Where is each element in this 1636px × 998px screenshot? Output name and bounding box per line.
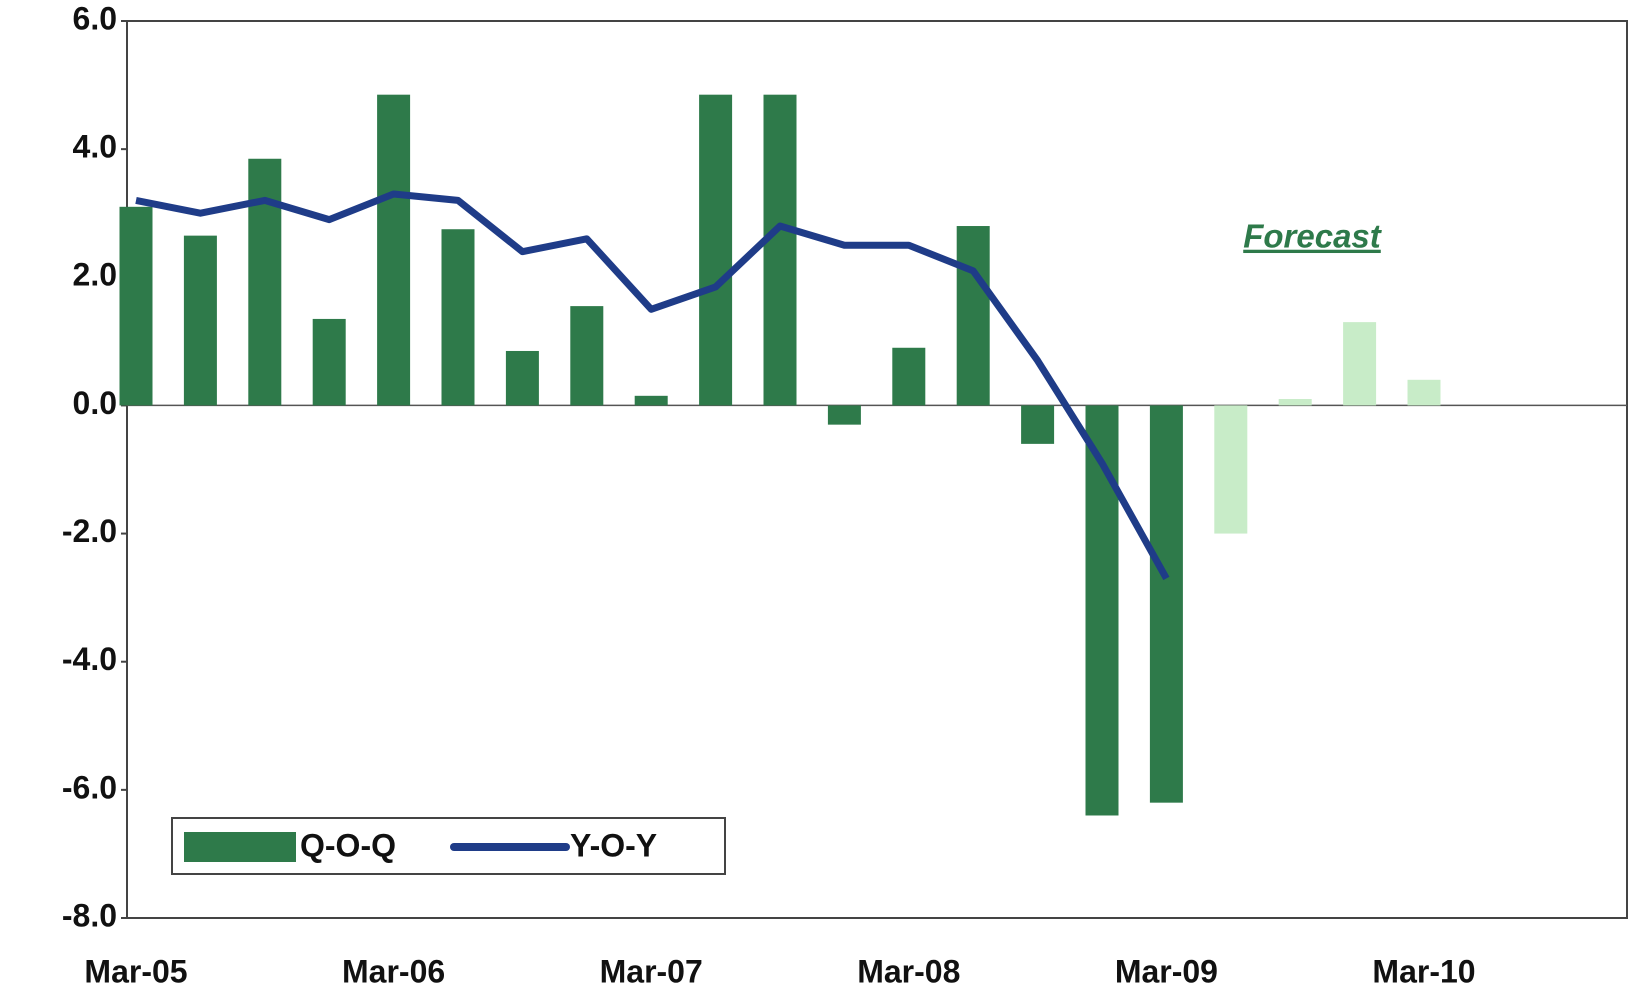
bar (1214, 405, 1248, 534)
bar (377, 94, 411, 406)
bar (248, 158, 282, 406)
bar (312, 318, 346, 406)
bar (505, 350, 539, 406)
y-tick-label: -6.0 (62, 769, 117, 805)
bar (634, 395, 668, 406)
bar (119, 206, 153, 406)
annotation: Forecast (1243, 218, 1383, 255)
bar (1343, 322, 1377, 406)
bar (1407, 379, 1441, 406)
y-tick-label: -8.0 (62, 897, 117, 933)
legend-swatch (184, 832, 296, 862)
bar (892, 347, 926, 406)
bar (570, 306, 604, 406)
y-tick-label: -2.0 (62, 513, 117, 549)
bar (956, 226, 990, 406)
bar (441, 229, 475, 406)
bar (699, 94, 733, 406)
bar (1021, 405, 1055, 444)
x-tick-label: Mar-05 (84, 953, 187, 989)
bar (827, 405, 861, 425)
legend-label: Y-O-Y (570, 827, 657, 863)
x-tick-label: Mar-06 (342, 953, 445, 989)
x-tick-label: Mar-07 (600, 953, 703, 989)
bar (1278, 399, 1312, 406)
y-tick-label: 0.0 (73, 385, 117, 421)
x-tick-label: Mar-09 (1115, 953, 1218, 989)
bar (763, 94, 797, 406)
y-tick-label: 2.0 (73, 257, 117, 293)
bar (183, 235, 217, 406)
x-tick-label: Mar-08 (857, 953, 960, 989)
y-tick-label: 4.0 (73, 129, 117, 165)
legend-label: Q-O-Q (300, 827, 396, 863)
y-tick-label: 6.0 (73, 0, 117, 36)
bar (1149, 405, 1183, 803)
y-tick-label: -4.0 (62, 641, 117, 677)
x-tick-label: Mar-10 (1372, 953, 1475, 989)
bar (1085, 405, 1119, 816)
plot-frame (126, 20, 1628, 919)
line (135, 190, 1170, 581)
